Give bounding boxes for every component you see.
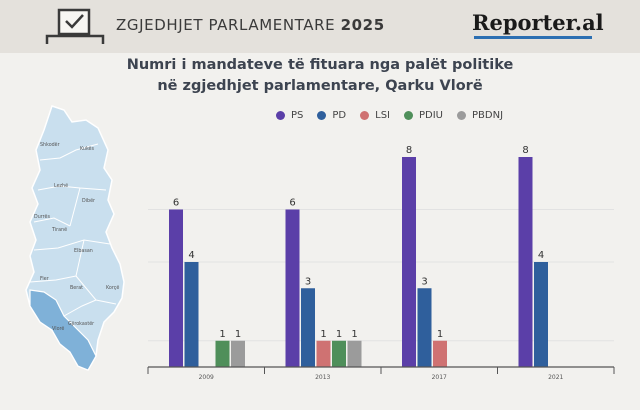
- bar-lsi-2013: [316, 340, 331, 367]
- x-tick-label-2017: 2017: [432, 374, 447, 381]
- chart-title: Numri i mandateve të fituara nga palët p…: [0, 55, 640, 97]
- bar-lsi-2017: [433, 340, 447, 367]
- bar-pbdnj-2013: [347, 340, 362, 367]
- data-label-lsi-2017: 1: [437, 329, 443, 340]
- legend-item-ps: PS: [276, 110, 303, 121]
- bar-ps-2017: [402, 157, 416, 367]
- header-title: ZGJEDHJET PARLAMENTARE 2025: [116, 16, 385, 34]
- map-label-durres: Durrës: [34, 214, 50, 220]
- albania-map: Shkodër Kukës Lezhë Dibër Durrës Tiranë …: [25, 105, 125, 371]
- legend-dot-ps: [276, 111, 285, 120]
- legend-item-pdiu: PDIU: [404, 110, 443, 121]
- map-label-korce: Korçë: [106, 285, 119, 291]
- map-label-shkoder: Shkodër: [40, 142, 60, 148]
- data-label-pd-2021: 4: [538, 250, 544, 261]
- map-label-diber: Dibër: [82, 198, 95, 204]
- data-label-ps-2013: 6: [289, 198, 295, 209]
- chart-legend: PS PD LSI PDIU PBDNJ: [276, 110, 517, 121]
- map-label-lezhe: Lezhë: [54, 183, 68, 189]
- legend-dot-pdiu: [404, 111, 413, 120]
- x-tick-label-2009: 2009: [199, 374, 214, 381]
- bar-ps-2009: [169, 209, 183, 367]
- header-title-main: ZGJEDHJET PARLAMENTARE: [116, 16, 336, 34]
- bar-ps-2013: [285, 209, 300, 367]
- brand-underline: [474, 36, 592, 39]
- legend-dot-lsi: [360, 111, 370, 120]
- bar-pd-2021: [534, 262, 548, 367]
- chart-title-line-2: në zgjedhjet parlamentare, Qarku Vlorë: [157, 78, 483, 94]
- chart-title-line-1: Numri i mandateve të fituara nga palët p…: [126, 57, 514, 73]
- legend-label-pdiu: PDIU: [419, 110, 443, 121]
- data-label-ps-2017: 8: [406, 145, 412, 156]
- data-label-ps-2009: 6: [173, 198, 179, 209]
- data-label-pd-2013: 3: [305, 276, 311, 287]
- legend-item-pd: PD: [317, 110, 346, 121]
- data-label-lsi-2013: 1: [320, 329, 326, 340]
- bar-pd-2017: [417, 288, 432, 367]
- bar-pd-2009: [184, 262, 199, 367]
- data-label-ps-2021: 8: [522, 145, 528, 156]
- data-label-pd-2009: 4: [188, 250, 194, 261]
- bar-pd-2013: [301, 288, 315, 367]
- data-label-pd-2017: 3: [421, 276, 427, 287]
- map-label-tirane: Tiranë: [51, 227, 67, 233]
- x-tick-label-2013: 2013: [315, 374, 330, 381]
- map-label-berat: Berat: [70, 285, 83, 291]
- legend-item-pbdnj: PBDNJ: [457, 110, 503, 121]
- map-label-elbasan: Elbasan: [74, 248, 93, 254]
- data-label-pdiu-2009: 1: [219, 329, 225, 340]
- bar-ps-2021: [518, 157, 533, 367]
- map-label-gjirokaster: Gjirokastër: [68, 321, 94, 327]
- header-title-year: 2025: [340, 16, 385, 34]
- map-label-fier: Fier: [40, 276, 49, 282]
- legend-label-pd: PD: [332, 110, 347, 121]
- legend-label-ps: PS: [291, 110, 304, 121]
- bar-pdiu-2009: [215, 340, 230, 367]
- map-label-kukes: Kukës: [80, 146, 95, 152]
- data-label-pdiu-2013: 1: [336, 329, 342, 340]
- legend-item-lsi: LSI: [360, 110, 390, 121]
- data-label-pbdnj-2009: 1: [235, 329, 241, 340]
- bar-pbdnj-2009: [231, 340, 245, 367]
- vlore-region: [29, 289, 97, 371]
- bar-pdiu-2013: [332, 340, 346, 367]
- data-label-pbdnj-2013: 1: [351, 329, 357, 340]
- x-tick-label-2021: 2021: [548, 374, 563, 381]
- map-label-vlore: Vlorë: [52, 326, 64, 332]
- legend-label-pbdnj: PBDNJ: [472, 110, 504, 121]
- legend-dot-pbdnj: [457, 111, 466, 120]
- ballot-box-icon: [45, 8, 105, 44]
- header-bar: ZGJEDHJET PARLAMENTARE 2025 Reporter.al: [0, 0, 640, 53]
- brand-logo[interactable]: Reporter.al: [472, 10, 604, 35]
- legend-dot-pd: [317, 111, 327, 120]
- legend-label-lsi: LSI: [375, 110, 390, 121]
